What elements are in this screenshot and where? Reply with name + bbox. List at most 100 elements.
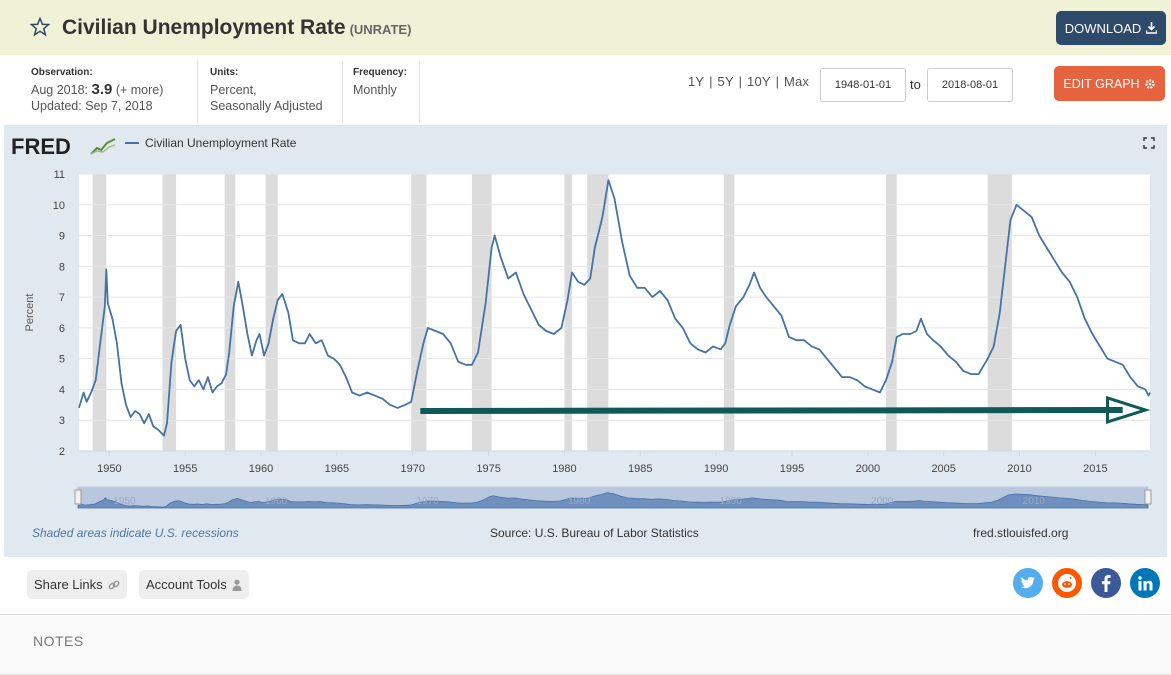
star-icon[interactable]	[30, 17, 50, 37]
observation-block: Observation: Aug 2018: 3.9 (+ more) Upda…	[31, 65, 163, 114]
series-header: Civilian Unemployment Rate (UNRATE) DOWNL…	[0, 0, 1171, 55]
range-1y-button[interactable]: 1Y	[688, 74, 705, 89]
y-tick-label: 8	[59, 261, 65, 273]
x-tick-label: 2005	[931, 463, 955, 475]
recession-band	[723, 174, 735, 451]
recession-band	[471, 174, 492, 451]
fred-site-link[interactable]: fred.stlouisfed.org	[973, 526, 1069, 540]
chart-source: Source: U.S. Bureau of Labor Statistics	[490, 526, 699, 540]
download-label: DOWNLOAD	[1064, 20, 1142, 36]
x-tick-label: 1980	[552, 463, 576, 475]
link-icon	[108, 580, 120, 589]
y-tick-label: 7	[59, 292, 65, 304]
download-icon	[1146, 22, 1158, 34]
x-tick-label: 1950	[97, 463, 121, 475]
edit-graph-button[interactable]: EDIT GRAPH	[1054, 66, 1165, 101]
edit-graph-label: EDIT GRAPH	[1063, 76, 1140, 91]
range-10y-button[interactable]: 10Y	[747, 74, 771, 89]
updated-date: Updated: Sep 7, 2018	[31, 99, 153, 113]
units-value-2: Seasonally Adjusted	[210, 99, 323, 113]
fred-logo: FRED	[11, 134, 119, 163]
share-bar: Share Links Account Tools	[0, 557, 1171, 615]
recession-band	[564, 174, 573, 451]
linkedin-icon[interactable]	[1130, 568, 1160, 598]
facebook-icon[interactable]	[1091, 568, 1121, 598]
legend-label: Civilian Unemployment Rate	[145, 136, 297, 150]
x-tick-label: 1965	[325, 463, 349, 475]
frequency-label: Frequency:	[353, 67, 407, 78]
y-tick-label: 5	[59, 354, 65, 366]
end-date-input[interactable]: 2018-08-01	[927, 68, 1013, 102]
observation-value: 3.9	[91, 81, 113, 98]
range-5y-button[interactable]: 5Y	[717, 74, 734, 89]
y-tick-label: 6	[59, 323, 65, 335]
twitter-icon[interactable]	[1013, 568, 1043, 598]
reddit-icon[interactable]	[1052, 568, 1082, 598]
x-tick-label: 1990	[704, 463, 728, 475]
series-id: (UNRATE)	[349, 22, 412, 37]
x-tick-label: 1955	[173, 463, 197, 475]
gear-icon	[1144, 78, 1155, 89]
navigator-label: 1980	[568, 496, 591, 507]
navigator-handle[interactable]	[74, 489, 82, 505]
fullscreen-icon[interactable]	[1143, 137, 1155, 149]
units-label: Units:	[210, 67, 239, 78]
fred-logo-text: FRED	[11, 134, 71, 158]
navigator-label: 1990	[720, 496, 743, 507]
start-date-input[interactable]: 1948-01-01	[820, 68, 906, 102]
recession-band	[224, 174, 236, 451]
navigator-handle[interactable]	[1144, 489, 1152, 505]
y-tick-label: 4	[59, 384, 65, 396]
user-icon	[232, 579, 242, 591]
observation-label: Observation:	[31, 67, 93, 78]
navigator-label: 2000	[871, 496, 894, 507]
recession-note: Shaded areas indicate U.S. recessions	[32, 526, 239, 540]
x-tick-label: 1975	[476, 463, 500, 475]
divider	[342, 61, 343, 123]
divider	[419, 61, 420, 123]
share-links-label: Share Links	[34, 577, 103, 592]
observation-date: Aug 2018:	[31, 83, 88, 97]
recession-band	[265, 174, 278, 451]
share-links-button[interactable]: Share Links	[27, 570, 127, 599]
x-tick-label: 2015	[1083, 463, 1107, 475]
chart-legend: Civilian Unemployment Rate	[125, 136, 296, 150]
x-tick-label: 1960	[249, 463, 273, 475]
x-tick-label: 2010	[1007, 463, 1031, 475]
frequency-block: Frequency: Monthly	[353, 65, 407, 98]
y-tick-label: 3	[59, 415, 65, 427]
x-tick-label: 2000	[856, 463, 880, 475]
recession-band	[587, 174, 609, 451]
account-tools-label: Account Tools	[146, 577, 227, 592]
trend-arrow-shaft	[420, 406, 1123, 414]
download-button[interactable]: DOWNLOAD	[1056, 11, 1166, 45]
trend-arrow-head	[1106, 395, 1151, 425]
y-tick-label: 9	[59, 231, 65, 243]
legend-swatch	[125, 142, 139, 144]
navigator-label: 1970	[416, 496, 439, 507]
units-block: Units: Percent, Seasonally Adjusted	[210, 65, 323, 114]
range-max-button[interactable]: Max	[783, 74, 810, 89]
range-buttons: 1Y | 5Y | 10Y | Max	[688, 74, 810, 89]
units-value-1: Percent,	[210, 83, 257, 97]
divider	[197, 61, 198, 123]
account-tools-button[interactable]: Account Tools	[139, 570, 249, 599]
series-meta: Observation: Aug 2018: 3.9 (+ more) Upda…	[0, 55, 1171, 125]
y-tick-label: 10	[53, 200, 65, 212]
x-tick-label: 1970	[400, 463, 424, 475]
frequency-value: Monthly	[353, 83, 397, 97]
y-tick-label: 2	[59, 446, 65, 458]
plot-area	[79, 174, 1150, 451]
x-tick-label: 1995	[780, 463, 804, 475]
y-axis-label: Percent	[24, 294, 36, 332]
navigator-label: 1950	[113, 496, 136, 507]
navigator-label: 1960	[265, 496, 288, 507]
observation-more-link[interactable]: (+ more)	[115, 83, 164, 97]
navigator-label: 2010	[1023, 496, 1046, 507]
to-label: to	[910, 77, 921, 92]
navigator-area	[77, 492, 1149, 509]
series-line	[78, 179, 1151, 437]
recession-band	[162, 174, 177, 451]
series-title: Civilian Unemployment Rate	[62, 16, 346, 39]
